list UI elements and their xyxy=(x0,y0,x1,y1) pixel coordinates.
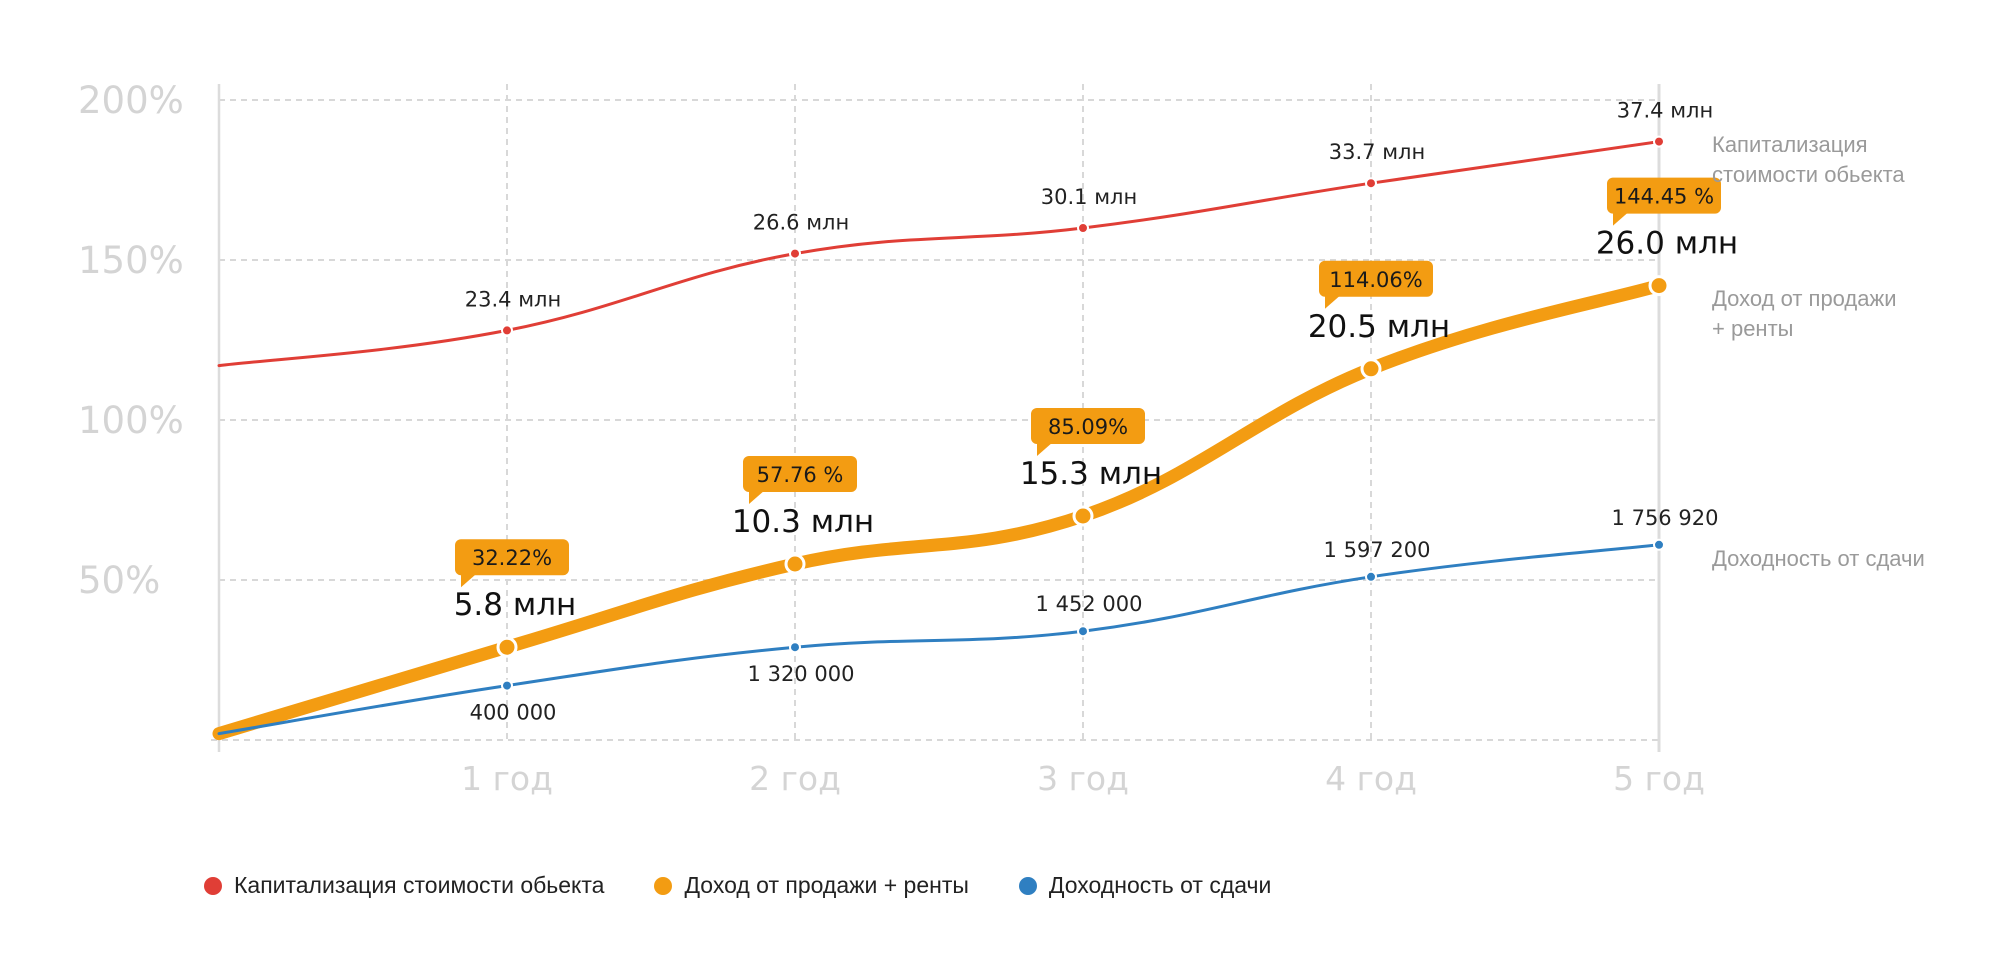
data-label: 1 597 200 xyxy=(1324,538,1431,562)
data-point xyxy=(1360,358,1382,380)
percent-badge-tail xyxy=(1037,442,1053,456)
data-label: 5.8 млн xyxy=(454,587,577,623)
data-label: 1 320 000 xyxy=(748,662,855,686)
data-point xyxy=(1077,222,1089,234)
percent-badge-text: 32.22% xyxy=(472,546,552,570)
series-end-label: + ренты xyxy=(1712,316,1793,341)
series-line xyxy=(217,543,1661,736)
series-lines-layer xyxy=(212,140,1666,741)
percent-badge xyxy=(1319,260,1433,297)
legend-item-capitalization: Капитализация стоимости обьекта xyxy=(204,872,604,899)
data-label: 1 756 920 xyxy=(1612,506,1719,530)
y-tick-label: 200% xyxy=(78,79,184,122)
percent-badge-text: 114.06% xyxy=(1329,268,1422,292)
axes-layer: 200% 150% 100% 50% 1 год 2 год 3 год 4 год 5 год xyxy=(78,79,1705,798)
series-end-label: Доход от продажи xyxy=(1712,286,1897,311)
data-label: 26.0 млн xyxy=(1596,226,1738,262)
percent-badge-tail xyxy=(1613,211,1629,226)
data-point xyxy=(1365,177,1377,190)
data-label: 37.4 млн xyxy=(1617,99,1713,123)
data-point xyxy=(496,636,518,658)
data-label: 15.3 млн xyxy=(1020,456,1162,492)
legend: Капитализация стоимости обьекта Доход от… xyxy=(204,872,1271,899)
legend-label: Доход от продажи + ренты xyxy=(684,872,969,898)
legend-dot-orange xyxy=(654,876,673,895)
legend-label: Капитализация стоимости обьекта xyxy=(234,872,605,898)
data-point xyxy=(1072,505,1094,527)
data-point xyxy=(784,553,806,575)
percent-badge xyxy=(1607,177,1721,214)
data-label: 10.3 млн xyxy=(732,504,874,540)
series-end-label: стоимости обьекта xyxy=(1712,162,1905,187)
x-tick-label: 1 год xyxy=(461,759,553,798)
grid-layer xyxy=(211,84,1659,741)
data-point xyxy=(1653,538,1665,551)
y-tick-label: 100% xyxy=(78,399,184,442)
percent-badge-tail xyxy=(1325,294,1341,309)
legend-item-sale-income: Доход от продажи + ренты xyxy=(654,872,969,899)
series-points-layer xyxy=(496,135,1670,692)
x-tick-label: 3 год xyxy=(1037,759,1129,798)
legend-label: Доходность от сдачи xyxy=(1048,872,1272,898)
percent-badge-text: 85.09% xyxy=(1048,415,1128,439)
x-tick-label: 5 год xyxy=(1613,759,1705,798)
series-end-label: Доходность от сдачи xyxy=(1712,546,1925,571)
legend-dot-blue xyxy=(1018,876,1037,895)
data-point xyxy=(1648,275,1670,297)
data-point xyxy=(789,641,801,654)
percent-badge-text: 144.45 % xyxy=(1614,185,1714,209)
data-point xyxy=(1653,135,1665,148)
data-label: 20.5 млн xyxy=(1308,309,1450,345)
percent-badge-tail xyxy=(749,490,765,504)
data-label: 400 000 xyxy=(470,701,557,725)
data-label: 1 452 000 xyxy=(1036,592,1143,616)
data-label: 26.6 млн xyxy=(753,211,849,235)
data-label: 23.4 млн xyxy=(465,287,561,311)
series-line xyxy=(212,279,1666,741)
data-labels-layer: 23.4 млн 26.6 млн 30.1 млн 33.7 млн 37.4 млн… xyxy=(454,99,1738,725)
x-tick-label: 4 год xyxy=(1325,759,1417,798)
data-point xyxy=(1365,570,1377,583)
legend-item-rent-yield: Доходность от сдачи xyxy=(1018,872,1272,899)
x-tick-label: 2 год xyxy=(749,759,841,798)
data-point xyxy=(789,247,801,260)
series-end-labels-layer: Капитализация стоимости обьекта Доход от п… xyxy=(1712,132,1925,571)
data-point xyxy=(501,324,513,337)
percent-badge xyxy=(455,539,569,576)
percent-badge xyxy=(1031,408,1145,444)
percent-badge-tail xyxy=(461,573,477,588)
data-point xyxy=(1077,625,1089,638)
data-label: 33.7 млн xyxy=(1329,140,1425,164)
y-tick-label: 150% xyxy=(78,239,184,282)
legend-dot-red xyxy=(204,876,222,895)
percent-badge xyxy=(743,456,857,492)
y-tick-label: 50% xyxy=(78,559,160,602)
data-label: 30.1 млн xyxy=(1041,185,1137,209)
percent-badge-text: 57.76 % xyxy=(757,463,844,487)
data-point xyxy=(501,679,513,692)
series-end-label: Капитализация xyxy=(1712,132,1868,157)
series-line xyxy=(217,140,1661,368)
